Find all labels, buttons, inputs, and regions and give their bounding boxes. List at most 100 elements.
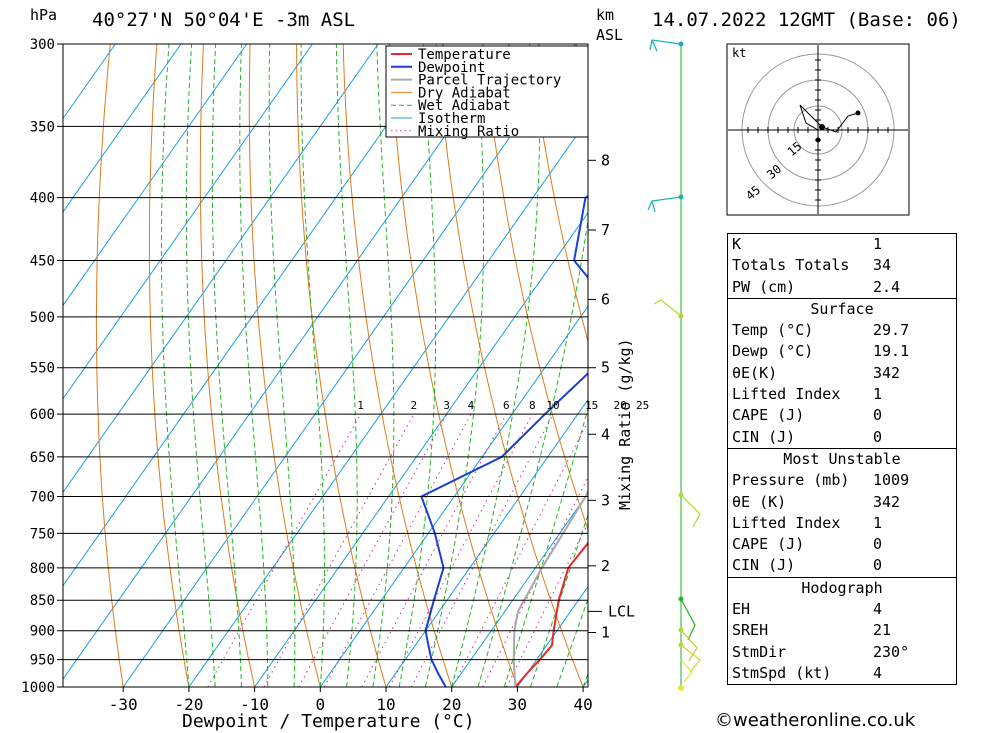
wet-adiabat-line (372, 44, 395, 687)
wet-adiabat-line (398, 44, 436, 687)
wind-barbs (647, 39, 701, 691)
pressure-tick-label: 700 (30, 490, 55, 506)
isotherm-line (188, 118, 588, 687)
pressure-tick-label: 550 (30, 361, 55, 377)
datetime-title: 14.07.2022 12GMT (Base: 06) (652, 9, 961, 31)
hodograph-row: StmDir 230° (732, 642, 910, 661)
most-unstable-row: CIN (J) 0 (732, 556, 883, 575)
wet-adiabat-line (451, 44, 541, 687)
isotherm-line (451, 492, 588, 687)
x-tick-label: -20 (174, 695, 203, 714)
pressure-tick-label: 300 (30, 37, 55, 53)
mixing-ratio-axis-title: Mixing Ratio (g/kg) (616, 338, 634, 510)
index-row-pw: PW (cm) 2.4 (732, 277, 901, 296)
x-tick-label: 10 (376, 695, 395, 714)
x-tick-label: 20 (442, 695, 461, 714)
km-tick-label: 5 (601, 359, 610, 377)
legend-label: Parcel Trajectory (418, 73, 561, 89)
x-tick-label: 40 (573, 695, 592, 714)
mixing-ratio-line (207, 413, 362, 687)
asl-label: ASL (596, 26, 623, 44)
isotherm-line (63, 44, 379, 494)
pressure-axis-labels: 300 350 400 450 500 550 600 650 700 750 800 850 900 9… (21, 37, 55, 696)
x-tick-label: -10 (240, 695, 269, 714)
isotherm-line (63, 44, 248, 307)
wet-adiabat-line (185, 44, 216, 687)
mixing-ratio-label: 8 (529, 399, 536, 412)
mixing-ratio-label: 15 (585, 399, 598, 412)
legend-label: Temperature (418, 47, 511, 63)
x-axis-title: Dewpoint / Temperature (°C) (182, 711, 475, 732)
legend-label: Mixing Ratio (418, 124, 519, 140)
hodograph-row: SREH 21 (732, 621, 892, 640)
surface-row: θE(K) 342 (732, 363, 901, 382)
mixing-ratio-line (323, 413, 472, 687)
pressure-tick-label: 500 (30, 310, 55, 326)
wet-adiabat-line (477, 216, 588, 687)
wet-adiabat-line (335, 44, 358, 687)
x-tick-label: 30 (508, 695, 527, 714)
dry-adiabat-line (995, 44, 1000, 687)
pressure-tick-label: 1000 (21, 680, 55, 696)
dry-adiabat-line (95, 44, 124, 687)
hodograph-trace (799, 104, 859, 140)
km-unit-label: km (596, 6, 614, 24)
mixing-ratio-label: 1 (357, 399, 364, 412)
pressure-unit-label: hPa (30, 6, 57, 24)
pressure-tick-label: 750 (30, 526, 55, 542)
km-tick-label: 8 (601, 151, 610, 169)
mixing-ratio-label: 4 (468, 399, 475, 412)
isotherm-line (385, 398, 588, 687)
legend-label: Isotherm (418, 111, 485, 127)
km-tick-label: 7 (601, 221, 610, 239)
wet-adiabat-line (424, 44, 485, 687)
x-tick-label: 0 (315, 695, 325, 714)
mixing-ratio-line (388, 413, 533, 687)
mixing-ratio-label: 2 (410, 399, 417, 412)
isotherm-line (63, 44, 510, 681)
legend-label: Dewpoint (418, 60, 485, 76)
isotherm-line (319, 305, 588, 687)
surface-row: Temp (°C) 29.7 (732, 321, 910, 340)
isotherm-line (254, 211, 588, 687)
dry-adiabat-line (148, 44, 190, 687)
hodograph-row: StmSpd (kt) 4 (732, 663, 883, 682)
surface-title: Surface (810, 299, 874, 318)
most-unstable-title: Most Unstable (783, 449, 901, 468)
lcl-label: LCL (608, 602, 635, 620)
km-tick-label: 2 (601, 557, 610, 575)
pressure-tick-label: 950 (30, 653, 55, 669)
km-axis: 1 2 3 4 5 6 7 8 LCL (588, 151, 635, 642)
pressure-tick-label: 600 (30, 407, 55, 423)
temperature-axis-labels: -30 -20 -10 0 10 20 30 40 (109, 687, 593, 714)
km-tick-label: 6 (601, 290, 610, 308)
mixing-ratio-label: 6 (503, 399, 510, 412)
isobar-lines (57, 43, 588, 688)
mixing-ratio-labels: 1 2 3 4 6 8 10 15 20 25 (357, 399, 649, 412)
surface-row: Lifted Index 1 (732, 385, 883, 404)
legend-label: Dry Adiabat (418, 85, 511, 101)
surface-row: CIN (J) 0 (732, 427, 883, 446)
profile-lines (420, 194, 588, 687)
mixing-ratio-label: 25 (636, 399, 649, 412)
km-tick-label: 3 (601, 491, 610, 509)
most-unstable-row: θE (K) 342 (732, 492, 901, 511)
isotherm-line (63, 44, 116, 120)
surface-section: Surface Temp (°C) 29.7 Dewp (°C) 19.1 θE(K… (728, 297, 956, 448)
wet-adiabat-line (300, 44, 325, 687)
pressure-tick-label: 850 (30, 593, 55, 609)
km-tick-label: 1 (601, 624, 610, 642)
most-unstable-section: Most Unstable Pressure (mb) 1009 θE (K) 34… (728, 447, 956, 577)
mixing-ratio-label: 3 (443, 399, 450, 412)
mixing-ratio-label: 10 (546, 399, 559, 412)
wet-adiabat-line (239, 44, 269, 687)
dry-adiabat-line (248, 44, 321, 687)
mixing-ratio-line (452, 420, 588, 687)
pressure-tick-label: 900 (30, 624, 55, 640)
index-row-totals-totals: Totals Totals 34 (732, 256, 892, 275)
hodograph-section: Hodograph EH 4 SREH 21 StmDir 230° StmSpd (… (728, 576, 956, 684)
most-unstable-row: Lifted Index 1 (732, 513, 883, 532)
